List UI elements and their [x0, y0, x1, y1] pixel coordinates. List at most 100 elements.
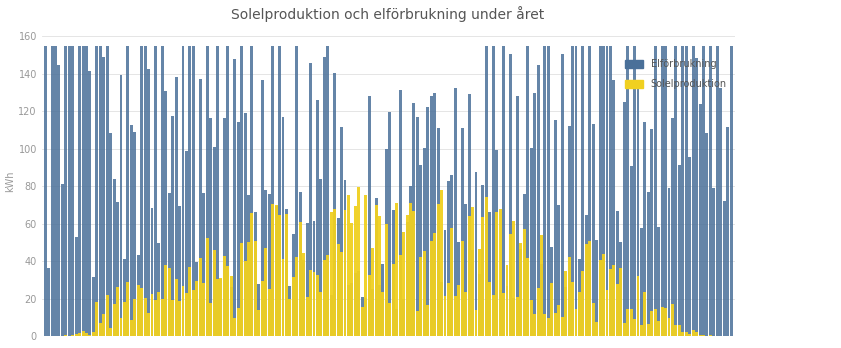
Bar	[261, 80, 264, 337]
Bar	[230, 276, 233, 337]
Bar	[399, 90, 402, 337]
Bar	[502, 46, 505, 337]
Bar	[661, 46, 664, 337]
Bar	[709, 46, 711, 337]
Bar	[516, 96, 519, 337]
Bar	[619, 268, 622, 337]
Bar	[589, 242, 591, 337]
Bar	[602, 46, 605, 337]
Bar	[691, 331, 695, 337]
Bar	[267, 194, 271, 337]
Bar	[443, 230, 447, 337]
Bar	[709, 335, 711, 337]
Bar	[275, 205, 278, 337]
Bar	[50, 46, 54, 337]
Bar	[505, 285, 509, 337]
Bar	[103, 57, 105, 337]
Bar	[650, 129, 653, 337]
Bar	[650, 310, 653, 337]
Bar	[326, 46, 330, 337]
Bar	[285, 208, 288, 337]
Bar	[554, 313, 557, 337]
Bar	[478, 274, 481, 337]
Bar	[722, 201, 726, 337]
Bar	[392, 209, 394, 337]
Bar	[374, 205, 378, 337]
Bar	[712, 189, 716, 337]
Bar	[106, 294, 108, 337]
Bar	[236, 308, 240, 337]
Bar	[75, 237, 77, 337]
Bar	[154, 46, 157, 337]
Bar	[561, 54, 563, 337]
Bar	[568, 126, 570, 337]
Bar	[706, 335, 708, 337]
Bar	[653, 46, 657, 337]
Bar	[316, 100, 319, 337]
Bar	[178, 301, 181, 337]
Bar	[537, 288, 540, 337]
Bar	[574, 309, 578, 337]
Bar	[627, 46, 629, 337]
Bar	[595, 239, 598, 337]
Bar	[509, 234, 512, 337]
Bar	[688, 157, 691, 337]
Bar	[681, 46, 685, 337]
Bar	[299, 192, 302, 337]
Bar	[247, 195, 250, 337]
Bar	[540, 263, 543, 337]
Bar	[430, 241, 432, 337]
Bar	[606, 290, 608, 337]
Bar	[606, 46, 608, 337]
Bar	[233, 60, 236, 337]
Bar	[123, 302, 126, 337]
Bar	[640, 325, 643, 337]
Bar	[323, 57, 325, 337]
Bar	[454, 296, 457, 337]
Bar	[198, 79, 202, 337]
Bar	[116, 287, 119, 337]
Bar	[674, 46, 677, 337]
Bar	[716, 336, 719, 337]
Bar	[399, 255, 402, 337]
Bar	[696, 58, 698, 337]
Bar	[699, 104, 701, 337]
Bar	[512, 298, 516, 337]
Bar	[385, 149, 388, 337]
Bar	[382, 264, 384, 337]
Bar	[302, 253, 305, 337]
Bar	[78, 46, 81, 337]
Bar	[309, 63, 312, 337]
Bar	[195, 282, 198, 337]
Bar	[216, 46, 219, 337]
Bar	[109, 328, 112, 337]
Bar	[54, 336, 57, 337]
Bar	[178, 206, 181, 337]
Bar	[323, 260, 325, 337]
Bar	[485, 197, 488, 337]
Bar	[220, 279, 222, 337]
Bar	[699, 335, 701, 337]
Bar	[526, 46, 529, 337]
Bar	[95, 302, 98, 337]
Bar	[374, 198, 378, 337]
Bar	[223, 118, 226, 337]
Bar	[123, 259, 126, 337]
Bar	[209, 118, 212, 337]
Bar	[512, 221, 516, 337]
Bar	[95, 46, 98, 337]
Bar	[185, 293, 188, 337]
Bar	[702, 46, 705, 337]
Bar	[371, 290, 374, 337]
Bar	[447, 283, 450, 337]
Bar	[554, 120, 557, 337]
Bar	[305, 223, 309, 337]
Bar	[88, 71, 92, 337]
Bar	[185, 151, 188, 337]
Bar	[147, 69, 150, 337]
Bar	[389, 303, 391, 337]
Bar	[85, 46, 88, 337]
Bar	[547, 46, 550, 337]
Bar	[347, 285, 350, 337]
Bar	[426, 107, 429, 337]
